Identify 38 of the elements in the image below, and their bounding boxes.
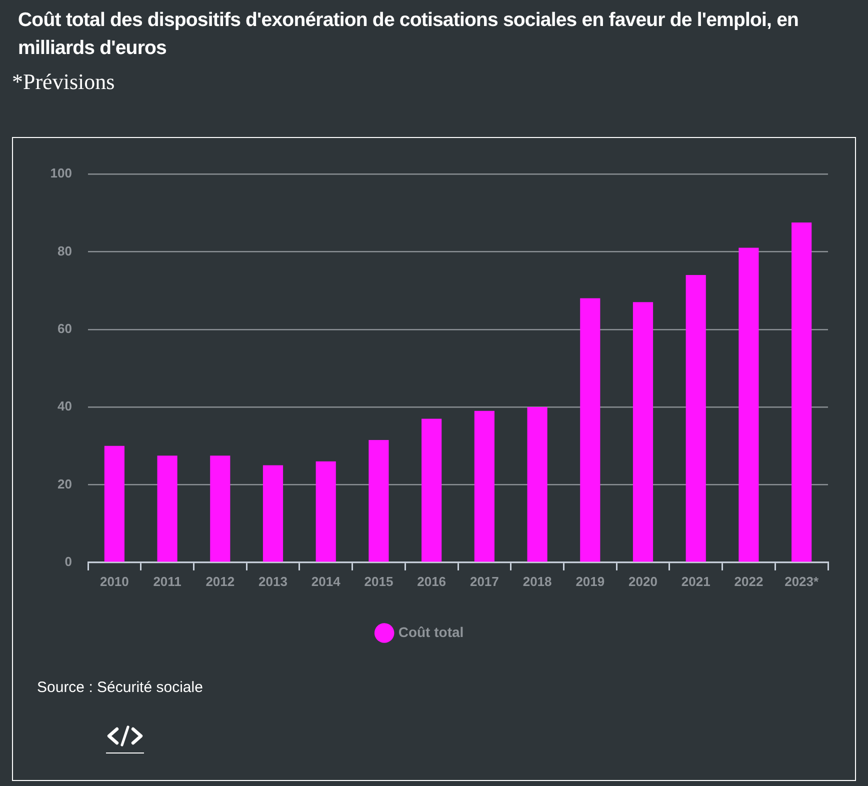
x-tick-label: 2020: [628, 574, 658, 589]
bar: [580, 298, 600, 562]
bar: [474, 410, 494, 562]
y-tick-label: 20: [58, 476, 72, 492]
bar: [686, 274, 706, 562]
y-tick-label: 80: [58, 243, 72, 258]
x-tick-label: 2014: [311, 574, 342, 589]
x-tick-label: 2021: [681, 574, 710, 589]
y-tick-label: 0: [64, 554, 72, 569]
bar: [104, 446, 124, 562]
bar: [210, 456, 230, 562]
y-tick-label: 60: [58, 320, 72, 336]
bar: [316, 461, 336, 562]
chart-subtitle: *Prévisions: [12, 68, 115, 96]
bar: [527, 407, 548, 562]
bar: [157, 456, 178, 562]
legend-label: Coût total: [398, 624, 464, 640]
x-tick-label: 2012: [206, 574, 235, 589]
x-tick-label: 2013: [258, 574, 288, 589]
bar: [262, 465, 284, 562]
x-tick-label: 2017: [470, 574, 499, 589]
bar: [368, 440, 389, 562]
bar: [792, 222, 812, 562]
x-tick-label: 2023*: [784, 574, 820, 589]
bar: [422, 418, 442, 562]
y-tick-label: 40: [58, 398, 72, 414]
x-tick-label: 2010: [100, 574, 129, 589]
x-tick-label: 2022: [734, 574, 764, 589]
x-tick-label: 2015: [364, 574, 394, 589]
x-tick-label: 2019: [576, 574, 605, 589]
chart-title: Coût total des dispositifs d'exonération de cotisations sociales en faveur de l'emploi, en milliards d'euros: [18, 8, 800, 61]
bar: [632, 302, 654, 562]
source-note: Source : Sécurité sociale: [37, 678, 203, 698]
x-tick-label: 2016: [417, 574, 446, 589]
x-tick-label: 2011: [153, 574, 182, 589]
x-tick-label: 2018: [522, 574, 552, 589]
y-tick-label: 100: [50, 166, 72, 181]
bar: [738, 248, 759, 562]
